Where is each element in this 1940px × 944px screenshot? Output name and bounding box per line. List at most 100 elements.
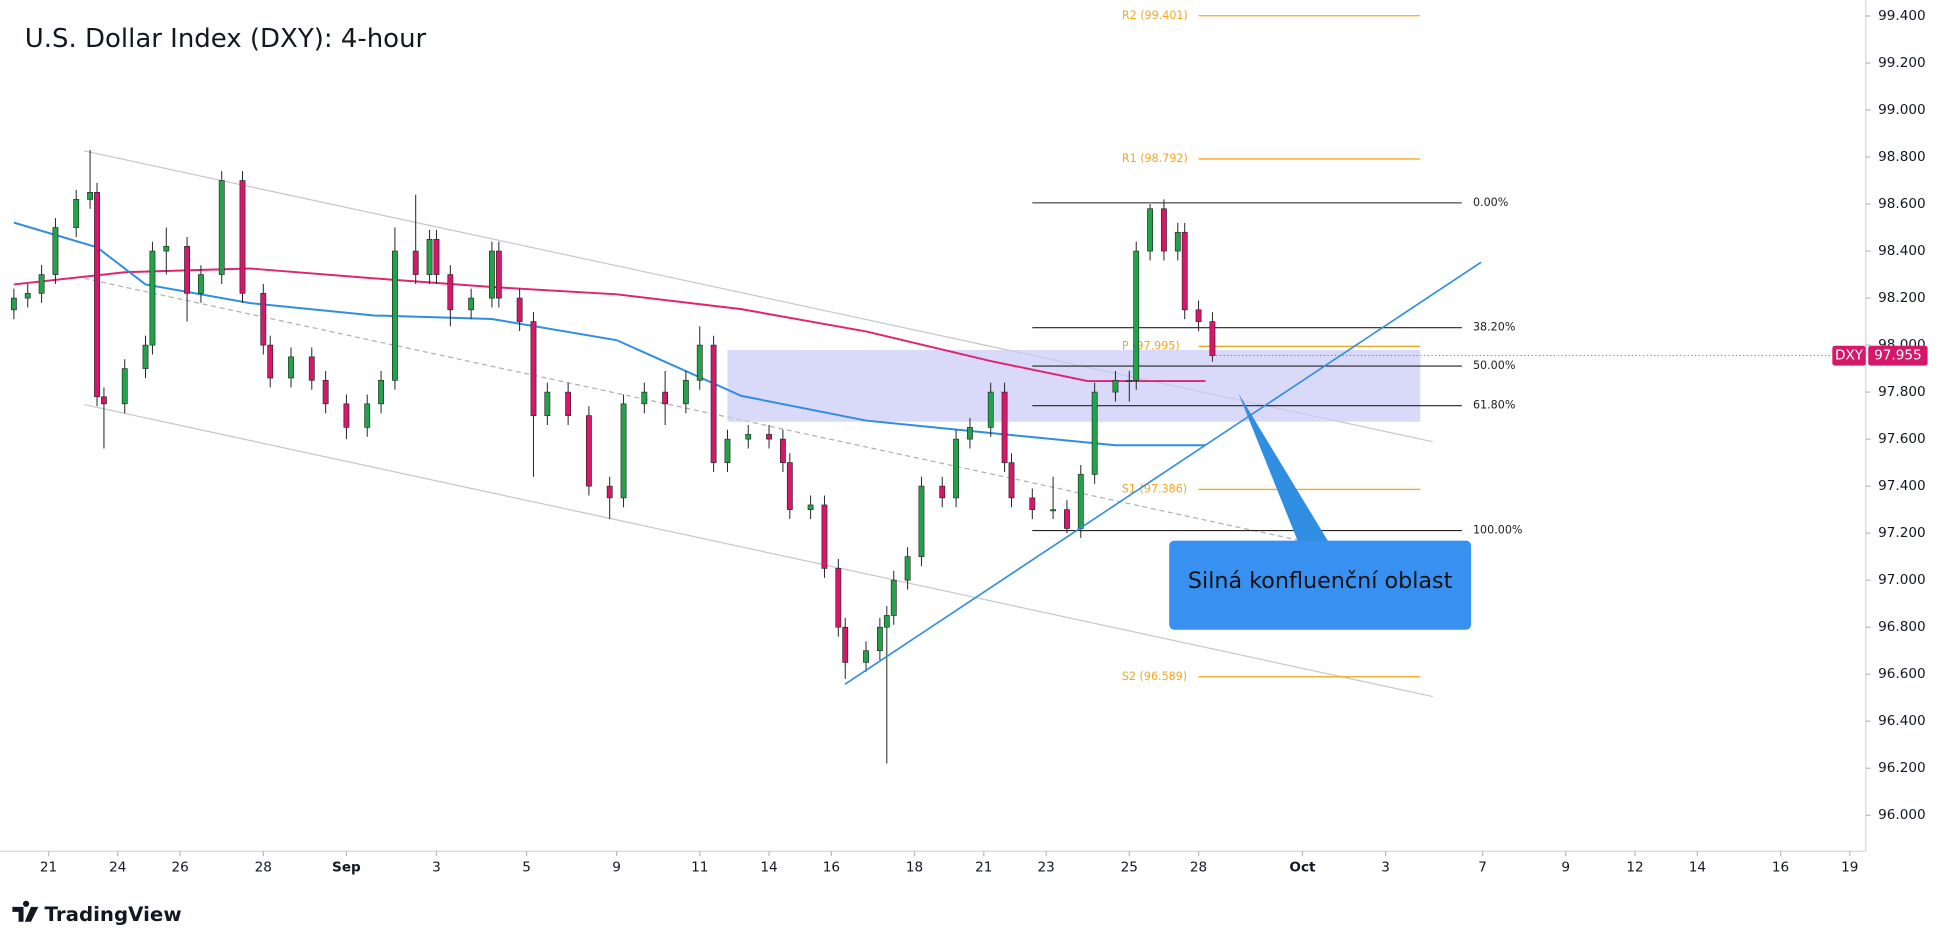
candle-body [953,438,959,499]
chart-title: U.S. Dollar Index (DXY): 4-hour [25,24,427,54]
candle-body [239,180,246,294]
candle-body [24,293,31,299]
y-tick-label: 96.600 [1878,666,1926,682]
candle-body [378,380,384,405]
candle-body [447,274,454,311]
support-trendline [844,261,1482,685]
candle-body [343,403,350,428]
channel-mid [84,277,1433,570]
fib-label: 100.00% [1473,524,1523,537]
y-tick-label: 97.800 [1878,384,1926,400]
candle-body [939,485,946,499]
candle-body [1112,380,1119,393]
candle-body [322,380,329,405]
candle-body [620,403,627,499]
overlay: Silná konfluenční oblast [844,261,1482,685]
candle-body [987,391,994,428]
x-tick-label: 14 [1689,859,1706,875]
candle-body [516,297,523,322]
x-tick-label: 23 [1038,859,1055,875]
candle-body [433,238,440,275]
x-tick-label: 3 [1381,859,1390,875]
candle-body [101,396,107,405]
price-tag [1868,345,1928,366]
candle-body [267,344,274,379]
x-tick-label: 9 [612,859,621,875]
candle-body [495,250,502,299]
candle-body [1181,231,1188,311]
candle-body [544,391,551,416]
candle-body [1077,474,1084,529]
candle-body [364,403,371,428]
x-tick-label: 21 [975,859,992,875]
moving-average [13,221,1206,447]
y-tick-label: 97.200 [1878,525,1926,541]
candle-body [468,297,475,311]
y-tick-label: 98.400 [1878,243,1926,259]
candle-body [288,356,294,379]
y-tick-label: 96.200 [1878,760,1926,776]
x-tick-label: 16 [1772,859,1789,875]
y-tick-label: 97.000 [1878,572,1926,588]
candle-body [918,485,925,557]
x-tick-label: 19 [1841,859,1858,875]
candle-body [904,556,911,581]
y-tick-label: 99.000 [1878,102,1926,118]
fib-label: 61.80% [1473,399,1515,412]
candle-body [786,462,793,510]
x-tick-label: Sep [332,859,361,875]
candle-body [835,568,842,628]
candle-body [1091,391,1098,475]
callout-text: Silná konfluenční oblast [1188,568,1453,594]
x-tick-label: 16 [823,859,840,875]
x-tick-label: 3 [432,859,441,875]
candle-body [842,626,849,663]
candle-body [606,485,613,499]
candle-body [163,246,170,252]
candle-body [121,368,128,405]
y-tick-label: 97.600 [1878,431,1926,447]
candle-body [883,615,890,628]
candle-body [73,199,80,228]
x-tick-label: 21 [40,859,57,875]
candle-body [198,274,204,294]
candle-body [52,227,59,275]
x-tick-label: 24 [109,859,126,875]
candle-body [1050,509,1056,512]
candle-body [565,391,572,416]
y-tick-label: 97.400 [1878,478,1926,494]
symbol-tag [1832,345,1866,366]
candle-body [1195,309,1202,322]
moving-average [13,267,1206,383]
pivot-label: S2 (96.589) [1122,670,1187,683]
callout-box [1169,540,1472,630]
candle-body [779,438,786,463]
y-tick-label: 96.800 [1878,619,1926,635]
candle-body [821,504,828,569]
candle-body [745,434,752,440]
price-tag-text: 97.955 [1874,348,1922,364]
candle-body [863,650,869,663]
candle-body [1209,321,1216,356]
candle-body [149,250,156,346]
symbol-tag-text: DXY [1835,348,1864,364]
y-tick-label: 96.400 [1878,713,1926,729]
y-tick-label: 98.800 [1878,149,1926,165]
y-tick-label: 99.200 [1878,55,1926,71]
candle-body [641,391,648,405]
x-tick-label: 12 [1626,859,1643,875]
candle-body [38,274,45,294]
candle-body [1174,231,1181,252]
candle-body [807,504,814,510]
candle-body [724,438,731,463]
pivot-label: R2 (99.401) [1122,9,1188,22]
x-tick-label: 9 [1561,859,1570,875]
candle-body [1161,208,1167,252]
candle-body [710,344,717,463]
channel-lower [84,403,1433,698]
candle-body [489,250,495,299]
candle-body [1126,380,1133,382]
brand: TradingView [12,900,182,926]
